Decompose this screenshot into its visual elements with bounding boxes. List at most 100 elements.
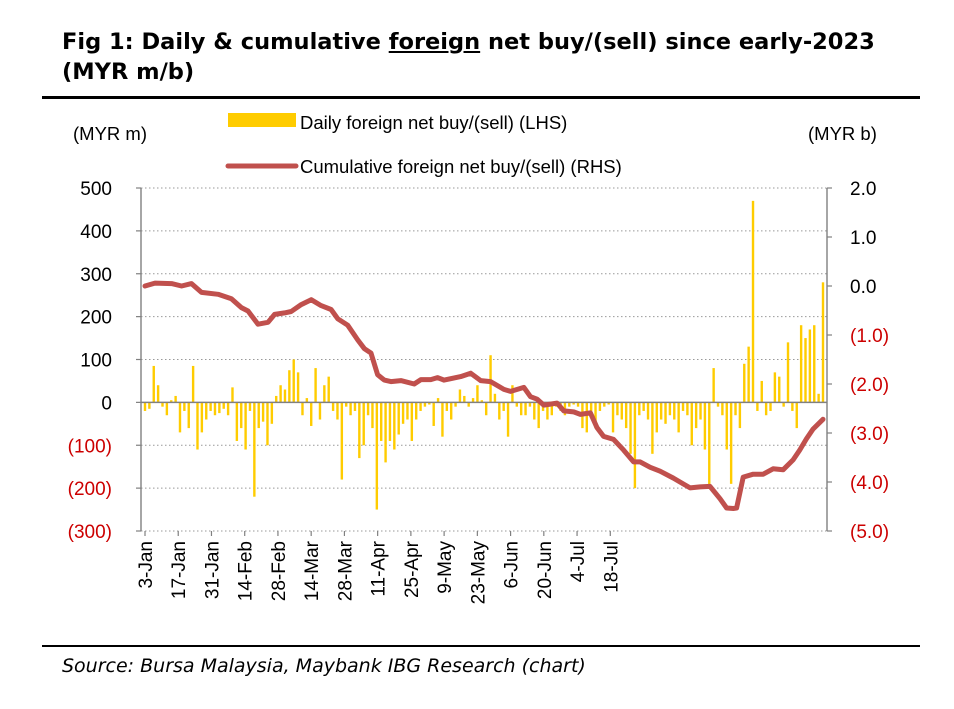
x-tick-label: 11-Apr	[369, 540, 390, 596]
daily-bar	[694, 402, 698, 429]
daily-bar	[165, 402, 169, 416]
daily-bar	[638, 402, 641, 416]
daily-bar	[445, 402, 449, 411]
legend-label-bars: Daily foreign net buy/(sell) (LHS)	[300, 112, 567, 133]
daily-bar	[279, 385, 282, 403]
left-axis-unit: (MYR m)	[73, 123, 147, 144]
x-tick-label: 20-Jun	[535, 541, 556, 599]
right-tick-label: 1.0	[850, 228, 876, 249]
x-tick-label: 6-Jun	[502, 541, 523, 589]
daily-bar	[292, 359, 295, 403]
daily-bar	[397, 402, 400, 435]
daily-bar	[152, 365, 155, 403]
daily-bar	[616, 402, 619, 416]
x-tick-label: 28-Feb	[269, 541, 290, 601]
daily-bar	[340, 402, 344, 480]
daily-bar	[642, 402, 645, 411]
daily-bar	[270, 402, 274, 424]
x-tick-label: 3-Jan	[136, 541, 157, 589]
daily-bar	[191, 365, 195, 403]
left-tick-label: 400	[80, 222, 112, 243]
daily-bar	[493, 393, 497, 403]
daily-bar	[161, 402, 164, 407]
daily-bar	[393, 402, 396, 450]
left-tick-label: 300	[80, 265, 112, 286]
daily-bar	[257, 402, 260, 429]
gridlines	[141, 187, 827, 532]
daily-bar	[178, 402, 182, 433]
title-prefix: Fig 1: Daily & cumulative	[62, 29, 389, 55]
x-tick-label: 14-Mar	[302, 540, 323, 601]
daily-bar	[209, 402, 212, 411]
chart-title: Fig 1: Daily & cumulative foreign net bu…	[62, 27, 932, 87]
daily-bar	[760, 380, 763, 403]
daily-bar	[598, 402, 602, 411]
daily-bar	[187, 402, 190, 429]
x-tick-label: 18-Jul	[601, 541, 622, 593]
daily-bar	[331, 402, 335, 411]
daily-bar	[817, 393, 820, 403]
daily-bar	[266, 402, 269, 446]
left-tick-label: 100	[80, 351, 112, 372]
legend-label-line: Cumulative foreign net buy/(sell) (RHS)	[300, 156, 622, 177]
daily-bar	[506, 402, 510, 437]
daily-bar	[384, 402, 387, 463]
right-tick-label: (3.0)	[850, 424, 889, 445]
daily-bar	[795, 402, 798, 429]
x-tick-label: 17-Jan	[169, 541, 190, 599]
daily-bar	[463, 395, 466, 403]
daily-bar	[804, 338, 807, 403]
left-tick-label: 500	[80, 179, 112, 200]
daily-bar	[231, 387, 234, 403]
daily-bar	[449, 402, 453, 420]
daily-bar	[327, 376, 330, 403]
daily-bar	[349, 402, 352, 416]
daily-bar	[226, 402, 230, 416]
daily-bar	[546, 402, 549, 420]
legend: Daily foreign net buy/(sell) (LHS) Cumul…	[225, 112, 622, 177]
daily-bar	[301, 402, 304, 416]
daily-bar	[603, 402, 606, 407]
daily-bar	[585, 402, 588, 433]
daily-bar	[589, 402, 593, 411]
daily-bar	[729, 402, 733, 484]
daily-bar	[353, 402, 357, 411]
daily-bar	[174, 395, 177, 403]
daily-bar	[673, 402, 676, 420]
daily-bar	[515, 402, 519, 407]
daily-bar	[366, 402, 370, 416]
daily-bar	[821, 282, 825, 403]
daily-bar	[156, 385, 160, 403]
left-tick-label: 200	[80, 308, 112, 329]
daily-bar	[576, 402, 580, 407]
daily-bar	[633, 402, 637, 489]
daily-bar	[406, 402, 409, 420]
daily-bar	[498, 402, 501, 420]
daily-bar	[712, 368, 715, 403]
right-axis-unit: (MYR b)	[808, 123, 877, 144]
daily-bar	[629, 402, 632, 454]
daily-bar	[415, 402, 418, 420]
daily-bar	[296, 372, 300, 403]
left-tick-label: (200)	[68, 479, 112, 500]
left-tick-label: 0	[101, 393, 112, 414]
axis-labels: 500 400 300 200 100 0 (100) (200) (300) 2.0 1.0 0.0…	[68, 179, 889, 604]
daily-bar	[764, 402, 768, 416]
daily-bar	[196, 402, 199, 450]
daily-bar	[524, 402, 527, 416]
daily-bar	[423, 402, 427, 407]
daily-bar	[655, 402, 658, 433]
daily-bar	[489, 355, 492, 403]
daily-bar	[725, 402, 728, 450]
daily-bar	[651, 402, 654, 454]
daily-bar	[699, 402, 702, 420]
daily-bar	[480, 400, 484, 403]
x-tick-label: 9-May	[435, 541, 456, 594]
daily-bar	[261, 402, 265, 422]
right-tick-label: (4.0)	[850, 473, 889, 494]
daily-bar	[778, 376, 781, 403]
axes	[136, 187, 832, 536]
daily-bar	[454, 402, 457, 407]
daily-bar	[799, 325, 803, 403]
